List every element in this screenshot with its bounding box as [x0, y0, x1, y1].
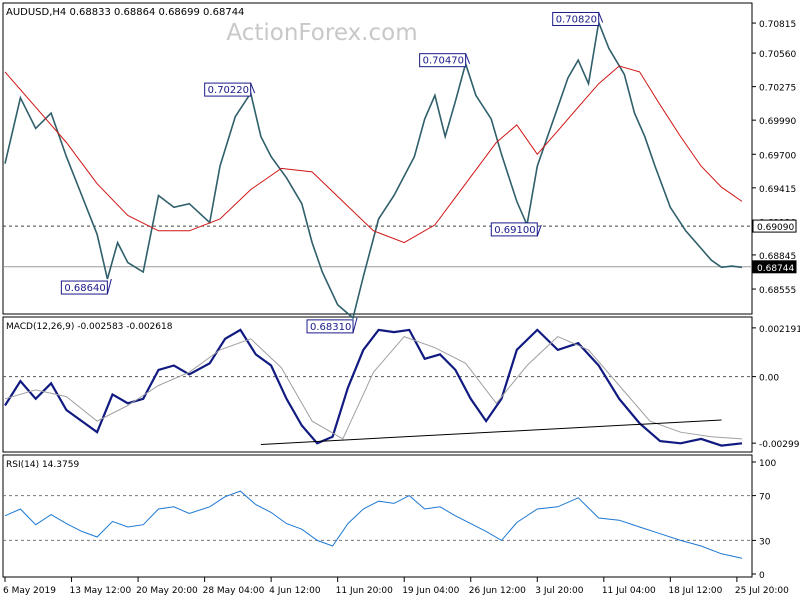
price-annotations: 0.68640 0.70220 0.68310 0.70470 0.69100 0.708… — [60, 11, 604, 334]
annotation-label: 0.68310 — [310, 322, 351, 333]
macd-tick-label: -0.002993 — [759, 440, 800, 450]
rsi-line — [4, 490, 743, 559]
annotation-label: 0.69100 — [494, 225, 535, 236]
annotation-leader — [250, 82, 256, 94]
annotation-box — [306, 319, 354, 334]
price-side-label: 0.69090 — [757, 223, 794, 233]
annotation-leader — [106, 278, 112, 295]
x-tick-label: 26 Jun 12:00 — [469, 586, 526, 596]
price-series — [4, 19, 743, 320]
macd-axis: 0.002191 0.00 -0.002993 — [3, 325, 800, 450]
annotation-leader — [465, 53, 471, 64]
macd-tick-label: 0.00 — [759, 374, 779, 384]
price-tick-label: 0.68845 — [759, 252, 796, 262]
rsi-tick-label: 70 — [759, 493, 771, 503]
watermark: ActionForex.com — [226, 20, 417, 46]
symbol-header: AUDUSD,H4 0.68833 0.68864 0.68699 0.6874… — [6, 7, 244, 18]
annotation-label: 0.68640 — [64, 283, 105, 294]
price-tick-label: 0.69415 — [759, 185, 796, 195]
moving-average-line — [4, 65, 743, 244]
price-side-labels: 0.69090 0.68744 — [752, 219, 797, 274]
price-side-label-box — [752, 219, 797, 233]
price-tick-label: 0.70560 — [759, 50, 796, 60]
price-tick-label: 0.69990 — [759, 117, 796, 127]
macd-tick-label: 0.002191 — [759, 325, 800, 335]
macd-title: MACD(12,26,9) -0.002583 -0.002618 — [6, 322, 173, 332]
x-tick-label: 3 Jul 20:00 — [535, 586, 584, 596]
annotation-box — [60, 280, 108, 295]
annotation-box — [490, 222, 538, 237]
annotation-box — [204, 82, 252, 97]
x-tick-label: 11 Jul 04:00 — [602, 586, 656, 596]
annotation-label: 0.70220 — [208, 85, 249, 96]
x-tick-label: 13 May 12:00 — [70, 586, 132, 596]
price-panel-frame — [2, 2, 753, 315]
rsi-tick-label: 0 — [759, 571, 765, 581]
price-tick-label: 0.70275 — [759, 84, 796, 94]
x-tick-label: 19 Jun 04:00 — [402, 586, 459, 596]
x-tick-label: 28 May 04:00 — [203, 586, 265, 596]
x-tick-label: 18 Jul 12:00 — [668, 586, 722, 596]
price-side-label: 0.68744 — [757, 264, 794, 274]
annotation-label: 0.70470 — [423, 56, 464, 67]
annotation-box — [552, 11, 600, 26]
annotation-leader — [598, 12, 604, 23]
macd-trendline — [260, 419, 722, 445]
rsi-tick-label: 30 — [759, 537, 771, 547]
price-tick-label: 0.70815 — [759, 20, 796, 30]
price-side-label-box — [752, 260, 797, 274]
annotation-box — [419, 53, 467, 68]
rsi-title: RSI(14) 14.3759 — [6, 460, 79, 470]
x-tick-label: 4 Jun 12:00 — [269, 586, 321, 596]
price-tick-label: 0.69700 — [759, 151, 796, 161]
macd-signal-line — [4, 336, 743, 440]
rsi-panel-frame — [2, 454, 753, 578]
x-axis: 6 May 2019 13 May 12:00 20 May 20:00 28 May… — [3, 577, 789, 596]
price-line — [4, 19, 743, 320]
price-tick-label: 0.68555 — [759, 286, 796, 296]
annotation-leader — [352, 317, 358, 334]
rsi-series — [4, 490, 743, 559]
macd-panel-frame — [2, 316, 753, 453]
rsi-axis: 100 70 30 0 — [3, 459, 776, 581]
annotation-label: 0.70820 — [556, 14, 597, 25]
annotation-leader — [536, 224, 542, 237]
x-tick-label: 25 Jul 20:00 — [735, 586, 789, 596]
x-tick-label: 11 Jun 20:00 — [336, 586, 393, 596]
x-tick-label: 20 May 20:00 — [136, 586, 198, 596]
x-tick-label: 6 May 2019 — [3, 586, 56, 596]
rsi-tick-label: 100 — [759, 459, 776, 469]
macd-series — [4, 328, 743, 447]
macd-line — [4, 328, 743, 447]
